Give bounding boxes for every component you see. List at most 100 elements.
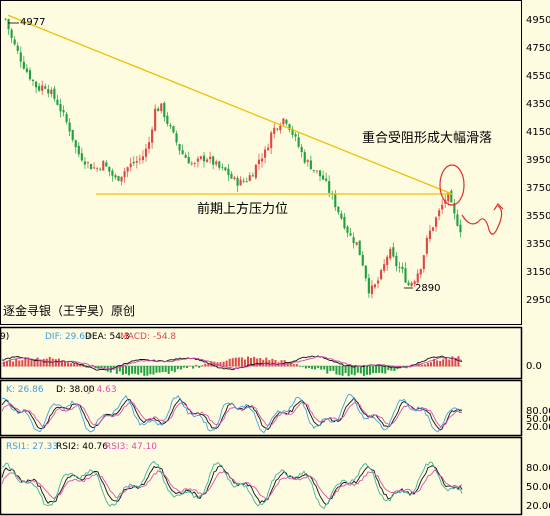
candle-body [383,264,386,271]
macd-histogram-bar [164,366,167,373]
candle-body [114,175,117,178]
macd-histogram-bar [207,363,210,367]
macd-panel-frame [0,326,523,380]
macd-histogram-bar [298,366,301,367]
macd-value-label: MACD: -54.8 [120,332,176,342]
price-y-tick: 3350 [526,239,550,250]
candle-body [209,156,212,160]
candle-body [358,240,361,256]
candle-body [276,128,279,130]
candle-body [96,168,99,170]
candle-body [59,103,62,112]
macd-histogram-bar [234,357,237,367]
macd-histogram-bar [326,366,329,374]
reversal-circle [439,164,465,206]
macd-histogram-bar [268,360,271,367]
candle-body [401,266,404,270]
candle-body [86,162,90,164]
macd-histogram-bar [301,366,304,367]
macd-histogram-bar [256,358,259,367]
candle-body [279,125,282,131]
candle-body [102,161,105,171]
macd-histogram-bar [134,366,137,374]
price-panel-frame [0,0,522,325]
candle-body [126,167,129,172]
candle-body [7,19,10,30]
candle-body [108,166,111,172]
candle-body [392,247,395,257]
macd-histogram-bar [219,362,222,367]
candle-body [270,132,273,149]
macd-histogram-bar [54,359,57,367]
candle-body [190,163,193,165]
candle-body [288,124,291,130]
rsi-series [1,460,463,510]
macd-histogram-bar [76,363,79,367]
rsi-y-tick-50: 50.00 [526,482,550,493]
macd-histogram-bar [271,358,274,367]
candle-body [291,128,294,135]
candle-body [65,114,68,123]
candle-body [380,270,383,280]
macd-histogram-bar [317,366,320,369]
candle-body [138,158,141,160]
candle-body [212,156,215,165]
kdj-y-tick-80: 80.00 [526,406,550,417]
candle-body [172,126,175,133]
candle-body [178,144,181,151]
candle-body [53,88,56,99]
candle-body [199,156,203,159]
macd-histogram-bar [347,366,350,377]
candle-body [154,108,157,131]
macd-histogram-bar [369,366,371,375]
candle-body [38,85,41,91]
candle-body [376,280,380,284]
macd-histogram-bar [57,358,60,367]
candle-body [41,85,44,91]
macd-histogram-bar [225,360,228,367]
macd-histogram-bar [158,366,161,373]
kdj-panel-frame [0,379,523,437]
candle-body [141,156,144,161]
macd-header-prefix: 9) [0,332,9,342]
candle-body [99,168,102,170]
candle-body [218,161,221,168]
candle-body [441,204,444,210]
macd-histogram-bar [304,366,307,369]
candle-body [215,161,218,165]
candle-body [398,266,401,268]
candle-body [267,147,270,151]
candle-body [68,122,71,132]
macd-histogram-bar [344,366,347,373]
macd-histogram-bar [143,366,146,376]
candle-body [71,129,74,141]
macd-histogram-bar [173,366,176,373]
resistance-trendline [7,14,453,195]
candle-body [123,171,126,178]
macd-histogram-bar [243,359,246,367]
candle-body [117,176,120,181]
candle-body [346,226,349,233]
kdj-y-tick-50: 50.00 [526,414,550,425]
macd-histogram-bar [39,359,42,367]
candle-body [257,159,261,165]
candle-body [19,52,22,62]
candle-body [416,273,419,283]
macd-histogram-bar [393,366,396,371]
macd-dea-line [1,356,463,370]
candle-body [175,133,178,143]
candle-body [93,167,96,169]
macd-histogram-bar [314,366,317,370]
macd-histogram-bar [21,360,24,367]
candle-body [129,163,132,168]
macd-histogram-bar [247,356,249,367]
source-annotation: 逐金寻银（王宇昊）原创 [3,303,135,318]
candle-body [80,153,83,161]
rsi2-label: RSI2: 40.76 [56,442,108,452]
macd-histogram-bar [73,363,76,367]
candle-body [263,149,267,158]
candle-body [193,163,196,164]
macd-histogram-bar [149,366,152,375]
macd-histogram-bar [15,358,18,367]
macd-histogram-bar [240,357,243,367]
